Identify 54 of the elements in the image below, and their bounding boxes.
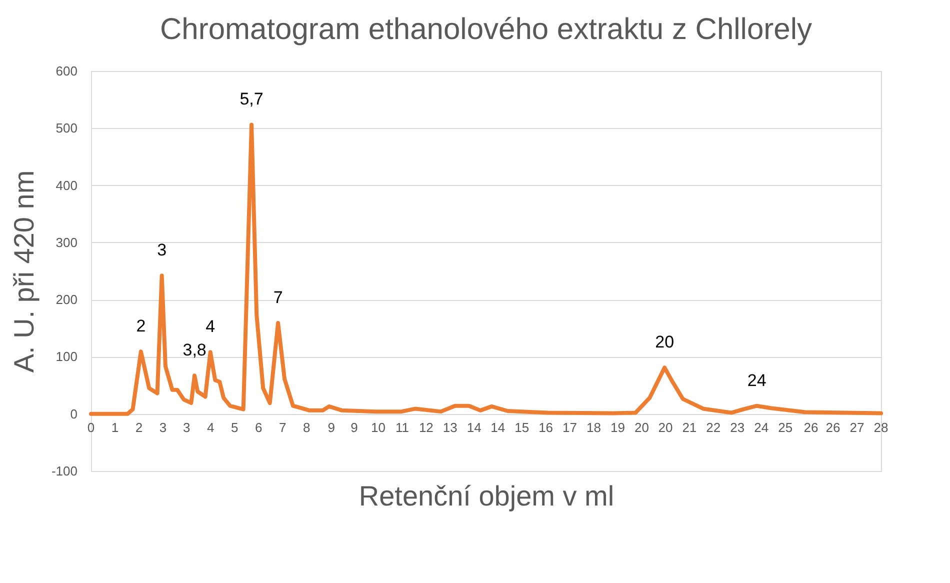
- x-tick-label: 7: [278, 420, 286, 435]
- x-tick-label: 3: [159, 420, 167, 435]
- x-tick-label: 5: [230, 420, 238, 435]
- x-tick-label: 26: [804, 420, 818, 435]
- annotation: 5,7: [240, 90, 264, 109]
- x-tick-label: 11: [395, 420, 409, 435]
- x-tick-label: 25: [778, 420, 793, 435]
- x-tick-label: 4: [207, 420, 214, 435]
- x-axis-title: Retenční objem v ml: [358, 480, 614, 512]
- x-tick-label: 28: [874, 420, 888, 435]
- line-series: [89, 122, 883, 416]
- x-tick-label: 27: [850, 420, 864, 435]
- annotation: 4: [206, 317, 216, 336]
- annotation: 2: [136, 316, 146, 336]
- x-tick-label: 22: [706, 420, 721, 435]
- x-tick-label: 2: [135, 420, 143, 435]
- x-tick-label: 26: [826, 420, 840, 435]
- x-tick-label: 1: [111, 420, 119, 435]
- x-tick-label: 17: [562, 420, 578, 435]
- x-tick-label: 12: [418, 420, 434, 435]
- x-tick-label: 21: [682, 420, 697, 435]
- x-tick-label: 19: [610, 420, 625, 435]
- annotation: 7: [273, 288, 283, 307]
- x-tick-label: 13: [442, 420, 458, 435]
- x-tick-label: 0: [87, 420, 95, 435]
- x-tick-label: 10: [370, 420, 386, 435]
- x-tick-label: 6: [254, 420, 262, 435]
- x-tick-label: 9: [350, 420, 358, 435]
- x-tick-label: 14: [466, 420, 482, 435]
- x-tick-label: 18: [586, 420, 602, 435]
- annotation: 3: [157, 240, 167, 260]
- y-tick-label: 500: [56, 120, 78, 136]
- x-tick-label: 15: [514, 420, 530, 435]
- x-tick-label: 9: [328, 420, 336, 435]
- chart-title: Chromatogram ethanolového extraktu z Chllorely: [160, 13, 812, 46]
- x-tick-label: 8: [302, 420, 310, 435]
- y-tick-label: 0: [70, 406, 78, 422]
- annotation: 3,8: [182, 340, 206, 360]
- x-tick-label: 16: [538, 420, 554, 435]
- y-tick-label: 300: [56, 234, 78, 250]
- y-tick-label: 100: [56, 349, 78, 364]
- y-tick-label: 600: [56, 64, 78, 78]
- x-tick-label: 23: [730, 420, 745, 435]
- x-tick-label: 14: [490, 420, 506, 435]
- y-tick-label: 200: [56, 292, 78, 308]
- x-tick-label: 3: [183, 420, 190, 435]
- annotation: 24: [747, 370, 766, 390]
- x-tick-label: 20: [658, 420, 673, 435]
- x-tick-label: 24: [754, 420, 769, 435]
- x-tick-label: 20: [634, 420, 649, 435]
- y-tick-label: 400: [56, 178, 78, 193]
- y-axis-title: A. U. při 420 nm: [8, 170, 40, 373]
- y-tick-label: -100: [51, 464, 78, 478]
- annotation: 20: [655, 332, 674, 352]
